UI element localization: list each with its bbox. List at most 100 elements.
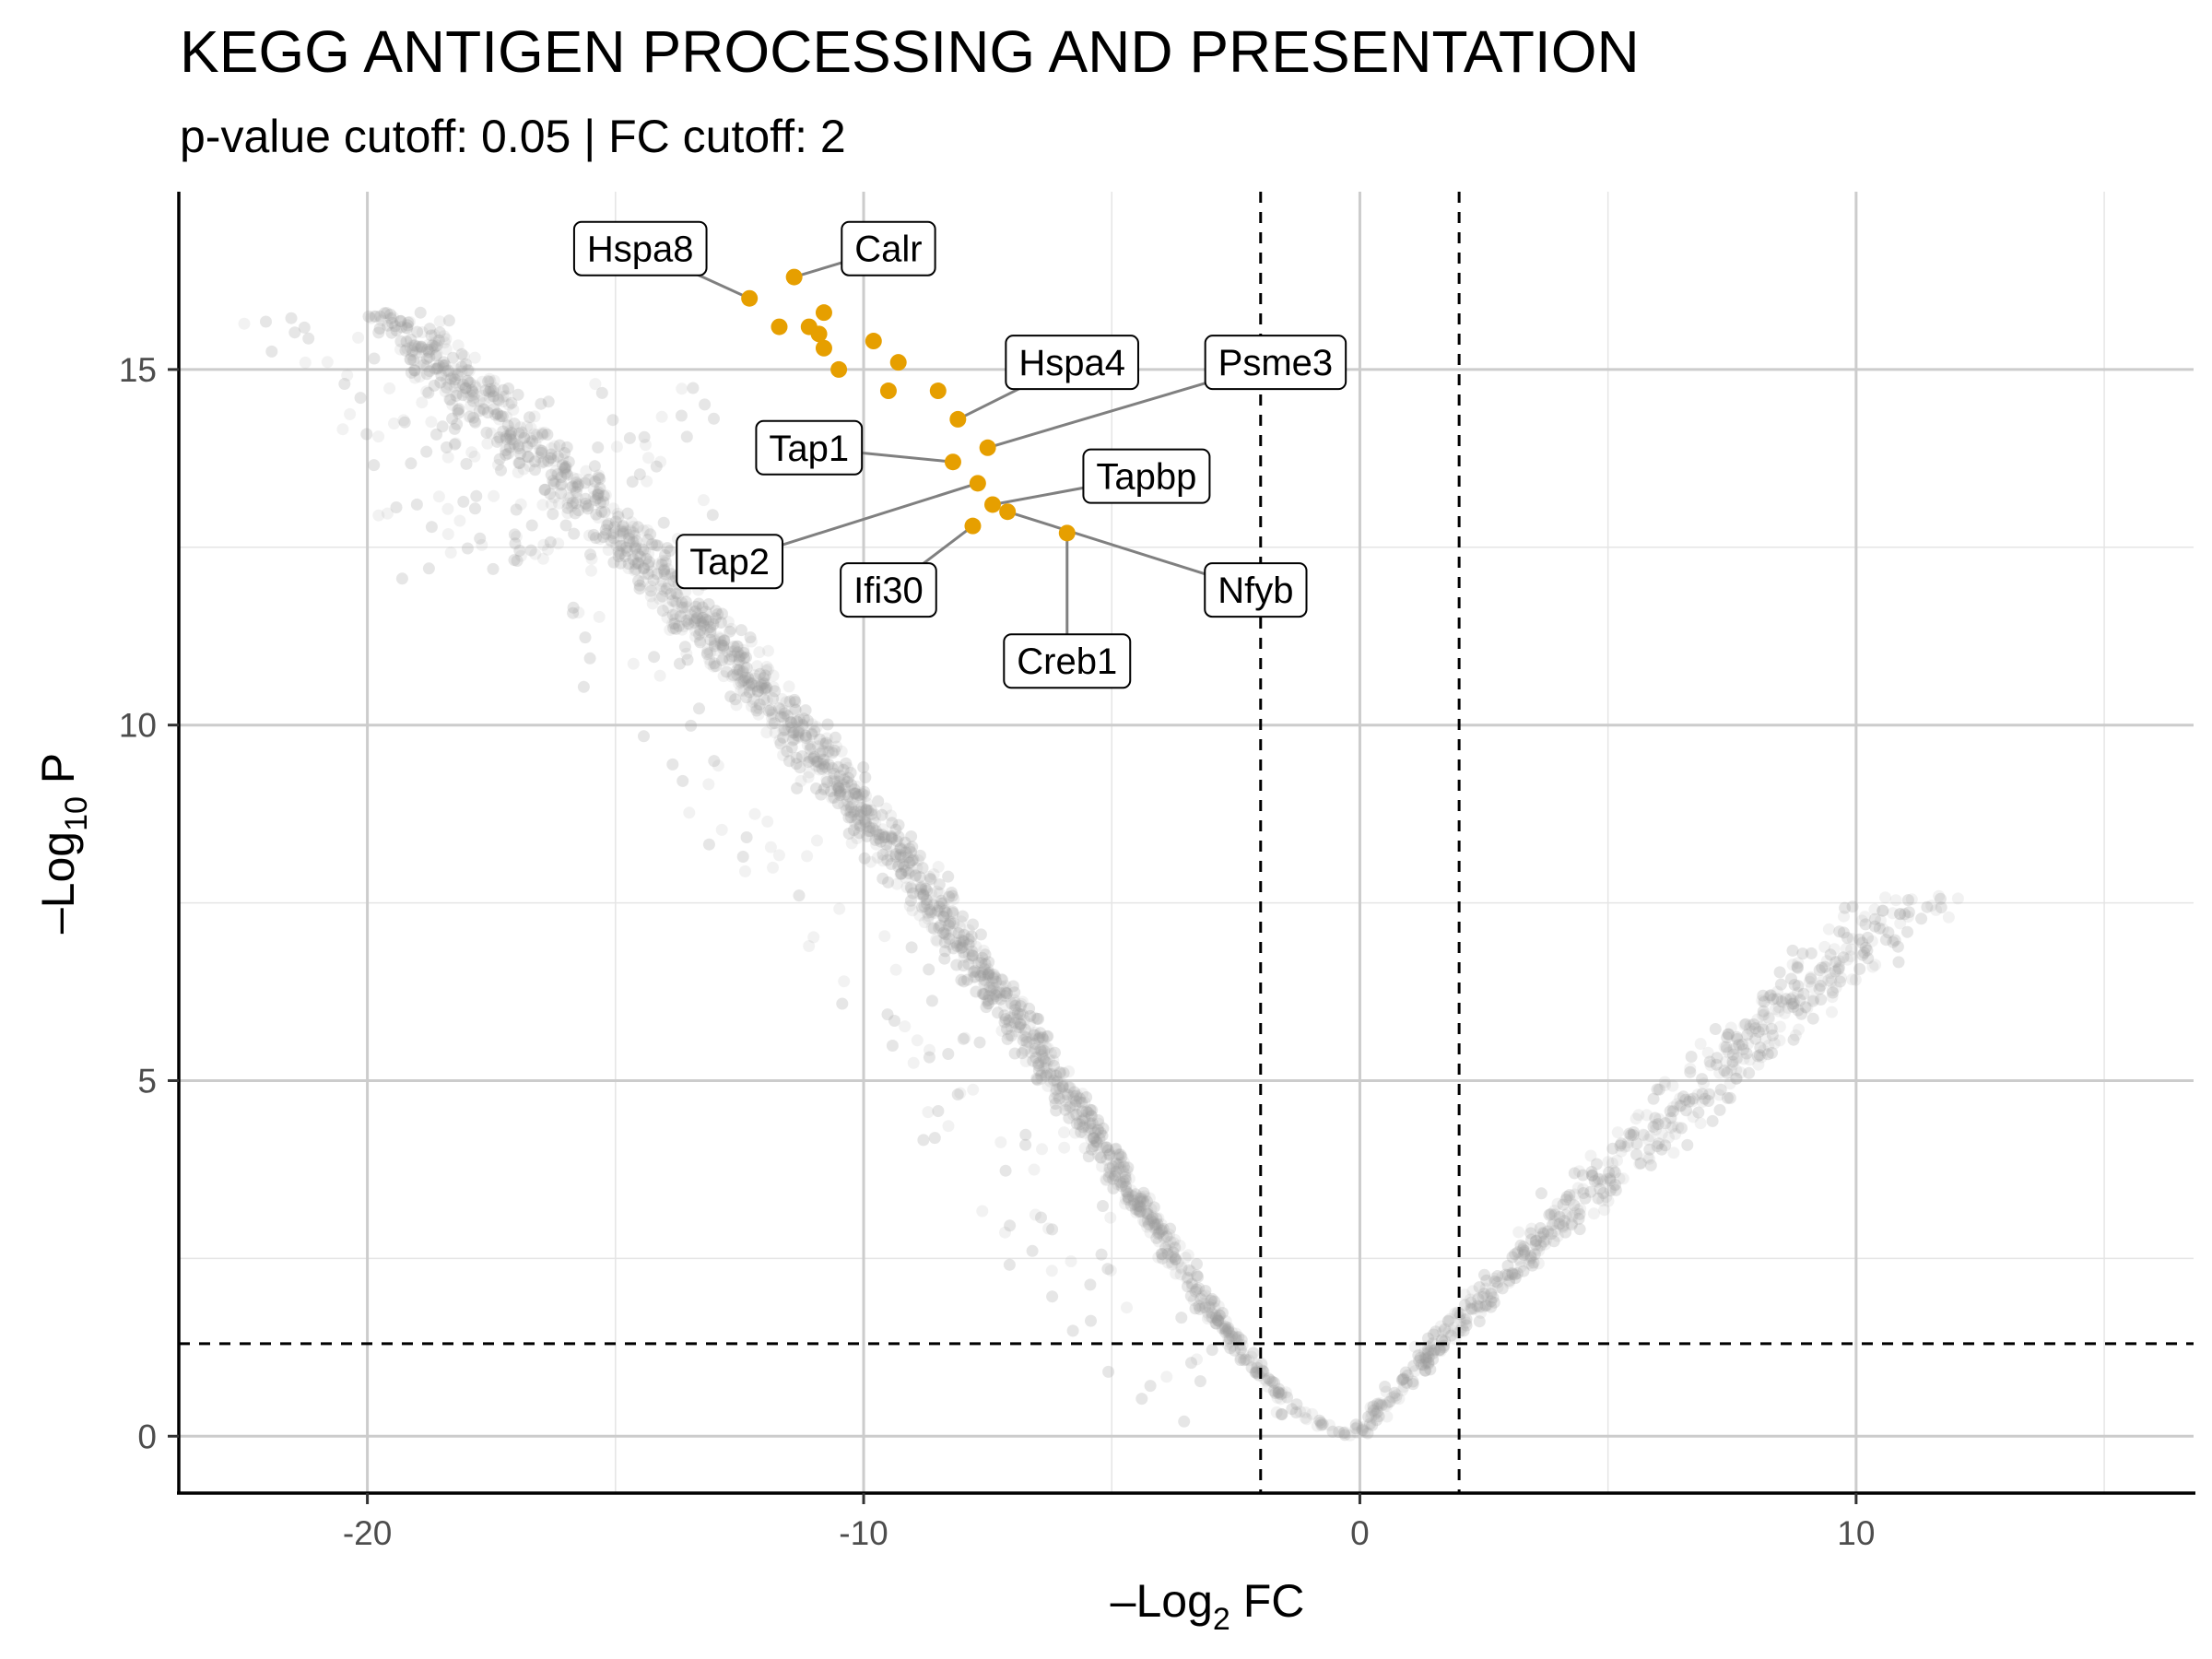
background-point xyxy=(1141,1220,1154,1233)
background-point xyxy=(778,724,791,736)
background-point xyxy=(869,833,882,846)
background-point xyxy=(1315,1418,1328,1431)
background-point xyxy=(410,498,423,511)
background-point xyxy=(622,558,635,571)
background-point xyxy=(1101,1263,1114,1276)
background-point xyxy=(1080,1105,1093,1118)
background-point xyxy=(895,841,907,854)
background-point xyxy=(1056,1081,1069,1093)
background-point xyxy=(1357,1424,1370,1437)
background-point xyxy=(1419,1351,1432,1364)
background-point xyxy=(1853,962,1866,975)
background-point xyxy=(460,358,472,371)
background-point xyxy=(1158,1231,1171,1244)
background-point xyxy=(638,561,651,574)
y-tick-label: 10 xyxy=(119,707,157,745)
background-point xyxy=(1119,1193,1132,1206)
background-point xyxy=(1788,979,1801,991)
background-point xyxy=(1037,1032,1049,1045)
background-point xyxy=(972,954,985,967)
background-point xyxy=(1642,1134,1655,1147)
background-point xyxy=(488,374,500,387)
background-point xyxy=(488,403,500,416)
background-point xyxy=(1222,1322,1235,1335)
background-point xyxy=(400,335,413,348)
background-point xyxy=(854,806,867,818)
background-point xyxy=(1915,912,1928,925)
background-point xyxy=(921,906,934,919)
background-point xyxy=(680,647,693,660)
background-point xyxy=(1102,1171,1115,1183)
background-point xyxy=(760,694,773,707)
background-point xyxy=(782,710,794,723)
background-point xyxy=(1219,1320,1231,1333)
background-point xyxy=(607,527,620,539)
background-point xyxy=(1585,1166,1598,1178)
background-point xyxy=(984,984,997,997)
background-point xyxy=(1143,1192,1156,1205)
background-point xyxy=(1141,1207,1154,1220)
background-point xyxy=(373,323,386,335)
background-point xyxy=(524,437,536,450)
background-point xyxy=(708,657,721,670)
background-point xyxy=(592,441,605,453)
background-point xyxy=(731,646,744,659)
background-point xyxy=(724,625,736,638)
background-point xyxy=(571,473,583,486)
background-point xyxy=(1253,1369,1265,1382)
background-point xyxy=(511,555,524,567)
background-point xyxy=(1647,1121,1660,1133)
background-point xyxy=(619,524,632,537)
background-point xyxy=(791,715,804,728)
background-point xyxy=(1721,1031,1734,1044)
background-point xyxy=(950,959,963,971)
background-point xyxy=(682,618,695,630)
background-point xyxy=(1371,1402,1383,1415)
background-point xyxy=(597,496,610,509)
background-point xyxy=(738,674,750,687)
background-point xyxy=(439,359,452,371)
background-point xyxy=(1525,1233,1538,1246)
background-point xyxy=(570,486,582,499)
background-point xyxy=(1029,1037,1041,1050)
background-point xyxy=(1009,996,1022,1009)
background-point xyxy=(1524,1252,1537,1265)
background-point xyxy=(1245,1361,1258,1374)
background-point xyxy=(907,1056,920,1069)
background-point xyxy=(1596,1175,1609,1188)
background-point xyxy=(813,763,826,776)
background-point xyxy=(730,699,743,712)
background-point xyxy=(1068,1086,1081,1099)
background-point xyxy=(821,718,834,731)
background-point xyxy=(552,497,565,510)
background-point xyxy=(1557,1219,1570,1232)
background-point xyxy=(804,755,817,768)
background-point xyxy=(398,416,411,429)
background-point xyxy=(1419,1351,1432,1364)
background-point xyxy=(1488,1296,1500,1309)
background-point xyxy=(990,990,1003,1002)
background-point xyxy=(707,618,720,630)
background-point xyxy=(1414,1351,1427,1364)
background-point xyxy=(655,582,668,595)
background-point xyxy=(542,395,555,408)
background-point xyxy=(1275,1407,1288,1420)
background-point xyxy=(1518,1244,1531,1257)
background-point xyxy=(1031,1074,1044,1087)
background-point xyxy=(1509,1268,1521,1281)
background-point xyxy=(1788,994,1801,1007)
background-point xyxy=(1221,1324,1234,1336)
background-point xyxy=(1362,1410,1375,1423)
background-point xyxy=(939,945,951,958)
background-point xyxy=(1877,904,1889,917)
background-point xyxy=(1606,1157,1618,1170)
background-point xyxy=(860,803,873,816)
background-point xyxy=(1892,956,1905,969)
background-point xyxy=(1553,1210,1566,1223)
background-point xyxy=(1597,1187,1610,1199)
background-point xyxy=(1003,1014,1016,1027)
highlighted-point xyxy=(879,382,897,400)
background-point xyxy=(430,347,443,360)
background-point xyxy=(898,860,911,873)
background-point xyxy=(1479,1300,1491,1312)
